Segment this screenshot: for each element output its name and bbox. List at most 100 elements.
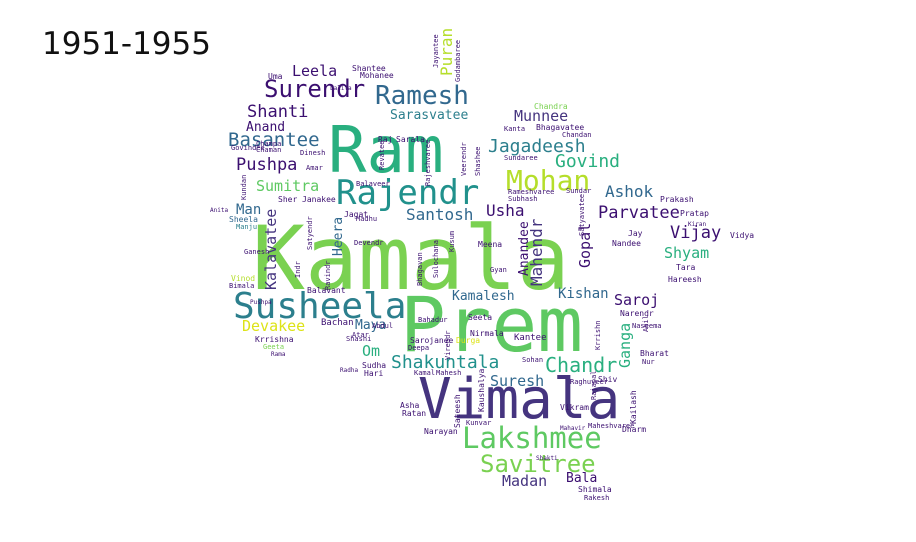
cloud-word: Ravindr: [324, 260, 332, 290]
cloud-word: Asha: [400, 401, 419, 410]
cloud-word: Kailash: [629, 390, 638, 424]
cloud-word: Shashee: [474, 146, 482, 176]
cloud-word: Sudha: [362, 361, 386, 370]
cloud-word: Sateesh: [453, 394, 462, 428]
cloud-word: Shiv: [598, 375, 617, 384]
cloud-word: Santosh: [406, 205, 473, 224]
cloud-word: Prem: [400, 280, 583, 369]
cloud-word: Kalavatee: [262, 209, 280, 290]
cloud-word: Veerendr: [460, 142, 468, 176]
cloud-word: Kamal: [414, 369, 435, 377]
cloud-word: Vinod: [231, 274, 255, 283]
cloud-word: Sher: [278, 195, 297, 204]
cloud-word: Parvatee: [598, 203, 680, 223]
cloud-word: Ramesh: [375, 81, 469, 111]
cloud-word: Raghuveer: [570, 378, 608, 386]
cloud-word: Kanta: [504, 125, 525, 133]
figure-title: 1951-1955: [42, 26, 211, 62]
cloud-word: Bachan: [321, 318, 354, 328]
cloud-word: Vikram: [560, 403, 589, 412]
cloud-word: Shantee: [352, 64, 386, 73]
cloud-word: Ganga: [616, 323, 634, 368]
cloud-word: Sundar: [566, 187, 591, 195]
cloud-word: Sumitra: [256, 177, 319, 195]
cloud-word: Bhagavatee: [536, 123, 584, 132]
cloud-word: Maya: [355, 318, 386, 333]
cloud-word: Kaushalya: [477, 368, 486, 412]
cloud-word: Sarala: [396, 135, 425, 144]
cloud-word: Subhash: [508, 195, 538, 203]
cloud-word: Seeta: [468, 313, 492, 322]
cloud-word: Shyam: [664, 244, 709, 262]
cloud-word: Durga: [456, 336, 480, 345]
cloud-word: Susheela: [233, 286, 406, 327]
cloud-word: Hari: [364, 369, 383, 378]
cloud-word: Shimala: [578, 485, 612, 494]
cloud-word: Manju: [236, 223, 257, 231]
cloud-word: Suresh: [490, 372, 544, 390]
cloud-word: Ashok: [605, 182, 654, 201]
cloud-word: Amar: [306, 164, 323, 172]
cloud-word: Lalita: [330, 85, 352, 92]
cloud-word: Gyan: [490, 266, 507, 274]
cloud-word: Sarojanee: [410, 336, 454, 345]
cloud-word: Mahesh: [436, 369, 461, 377]
cloud-word: Puran: [437, 28, 456, 76]
cloud-word: Vimala: [418, 367, 620, 432]
cloud-word: Krrishna: [255, 335, 294, 344]
cloud-word: Sulochana: [432, 240, 440, 278]
cloud-word: Savitree: [480, 450, 596, 478]
cloud-word: Ram: [328, 114, 444, 188]
cloud-word: Devakee: [242, 317, 305, 335]
cloud-word: Shanti: [247, 102, 308, 122]
cloud-word: Rama: [271, 351, 286, 358]
cloud-word: Indr: [294, 261, 302, 278]
cloud-word: Balaveer: [356, 180, 390, 188]
cloud-word: Sarasvatee: [390, 108, 468, 123]
cloud-word: Bhagavan: [416, 252, 424, 286]
cloud-word: Krrishn: [594, 320, 602, 350]
cloud-word: Govind: [555, 151, 620, 172]
cloud-word: Rameshvaree: [508, 188, 554, 196]
cloud-word: Sohan: [522, 356, 543, 364]
cloud-word: Sundaree: [504, 154, 538, 162]
cloud-word: Chandan: [562, 131, 592, 139]
cloud-word: Kunvar: [466, 419, 491, 427]
cloud-word: Ganesh: [244, 248, 269, 256]
cloud-word: Bharat: [640, 349, 669, 358]
cloud-word: Surendr: [264, 75, 365, 103]
cloud-word: Maheshvaree: [588, 422, 634, 430]
cloud-word: Rajendr: [336, 173, 479, 213]
cloud-word: Vidya: [730, 231, 754, 240]
cloud-word: Deepa: [408, 344, 429, 352]
cloud-word: Naseema: [632, 322, 662, 330]
cloud-word: Rajapal: [590, 370, 598, 400]
cloud-word: Anandee: [517, 221, 532, 276]
cloud-word: Uma: [268, 72, 283, 81]
cloud-word: Pushpa: [250, 299, 272, 306]
cloud-word: Gopal: [576, 223, 594, 268]
cloud-word: Jagadeesh: [488, 136, 586, 157]
cloud-word: Pratap: [680, 209, 709, 218]
cloud-word: Anand: [246, 120, 285, 135]
cloud-word: Janakee: [302, 195, 336, 204]
cloud-word: Kamala: [252, 207, 570, 310]
cloud-word: Munnee: [514, 107, 568, 125]
cloud-word: Mohanee: [360, 71, 394, 80]
cloud-word: Sheela: [229, 215, 258, 224]
cloud-word: Anil: [642, 315, 650, 332]
cloud-word: Mahendr: [527, 218, 546, 286]
cloud-word: Shakti: [536, 455, 558, 462]
cloud-word: Anita: [210, 207, 228, 214]
cloud-word: Tara: [676, 263, 695, 272]
cloud-word: Bahadur: [418, 316, 448, 324]
cloud-word: Madan: [502, 472, 547, 490]
cloud-word: Rajeshvaree: [424, 140, 432, 186]
cloud-word: Bimala: [229, 282, 254, 290]
cloud-word: Nirmala: [470, 329, 504, 338]
cloud-word: Prakash: [660, 195, 694, 204]
cloud-word: Heera: [331, 217, 346, 256]
cloud-word: Shashi: [346, 335, 371, 343]
cloud-word: Kundan: [240, 175, 248, 200]
